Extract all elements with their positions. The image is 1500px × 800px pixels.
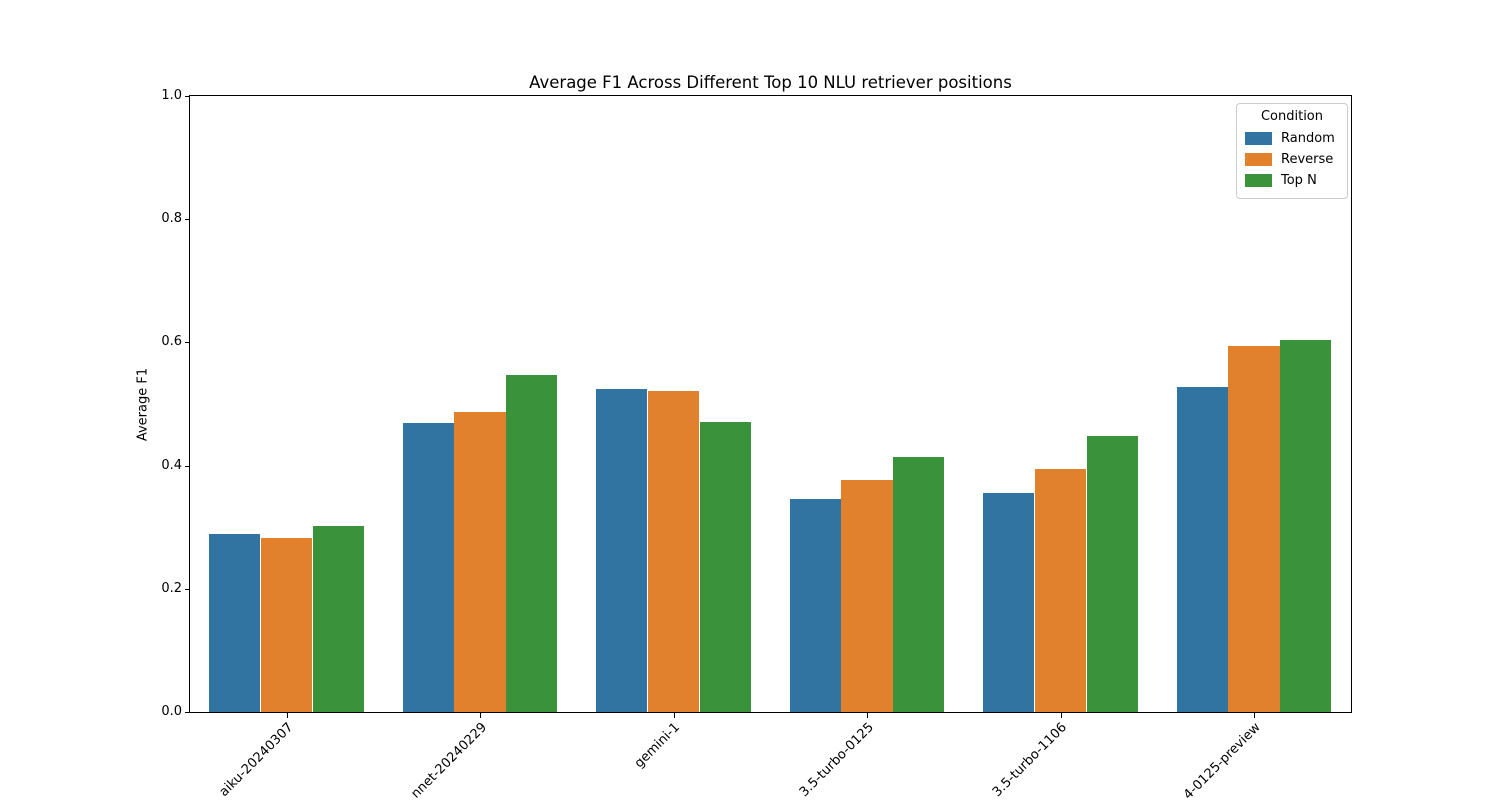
bar-top-n [1280, 339, 1332, 712]
legend: Condition Random Reverse Top N [1236, 103, 1348, 199]
legend-label: Top N [1281, 173, 1317, 188]
x-tick [286, 713, 288, 718]
bar-random [983, 493, 1035, 712]
y-tick [185, 342, 190, 344]
y-axis-label: Average F1 [135, 367, 151, 442]
x-tick [1254, 713, 1256, 718]
bar-random [596, 389, 648, 712]
x-tick-label: 3.5-turbo-0125 [796, 720, 877, 800]
x-tick [1060, 713, 1062, 718]
bar-reverse [647, 391, 700, 712]
y-tick-label: 0.8 [161, 211, 182, 227]
bar-reverse [1034, 469, 1087, 712]
legend-entries: Random Reverse Top N [1245, 128, 1339, 191]
axes-spines [189, 95, 1352, 713]
plot-area [190, 96, 1351, 712]
bar-random [209, 533, 261, 712]
legend-label: Reverse [1281, 152, 1334, 167]
x-tick-label: gemini-1 [632, 720, 684, 772]
x-tick-label: nnet-20240229 [408, 720, 490, 800]
x-tick-label: 4-0125-preview [1181, 720, 1264, 800]
y-tick [185, 96, 190, 97]
chart-title: Average F1 Across Different Top 10 NLU r… [529, 73, 1012, 92]
legend-swatch [1245, 174, 1272, 187]
x-tick [673, 713, 675, 718]
y-tick-label: 1.0 [161, 88, 182, 103]
bar-reverse [1228, 346, 1280, 712]
x-tick-label: 3.5-turbo-1106 [990, 720, 1071, 800]
bar-reverse [454, 412, 506, 712]
x-tick-label: aiku-20240307 [216, 720, 297, 800]
y-tick-label: 0.2 [161, 580, 182, 596]
bar-top-n [699, 421, 751, 712]
y-tick [185, 588, 190, 590]
legend-title: Condition [1260, 109, 1324, 124]
y-tick-label: 0.4 [161, 457, 182, 473]
legend-row: Random [1245, 128, 1339, 149]
legend-label: Random [1281, 131, 1335, 146]
bar-reverse [841, 479, 893, 712]
legend-swatch [1245, 132, 1272, 145]
legend-row: Top N [1245, 170, 1339, 191]
legend-row: Reverse [1245, 149, 1339, 170]
y-tick-label: 0.6 [161, 334, 182, 350]
bar-top-n [312, 525, 364, 712]
y-tick [185, 465, 190, 467]
bar-top-n [506, 375, 558, 712]
y-tick-label: 0.0 [161, 704, 182, 719]
x-tick [867, 713, 869, 718]
y-tick [185, 219, 190, 221]
legend-swatch [1245, 153, 1272, 166]
bar-random [789, 498, 841, 712]
bar-random [1176, 386, 1228, 712]
y-tick [185, 712, 190, 713]
bar-reverse [260, 537, 313, 712]
bar-random [402, 423, 454, 712]
bar-top-n [893, 456, 945, 712]
x-tick [480, 713, 482, 718]
bar-top-n [1086, 436, 1138, 712]
